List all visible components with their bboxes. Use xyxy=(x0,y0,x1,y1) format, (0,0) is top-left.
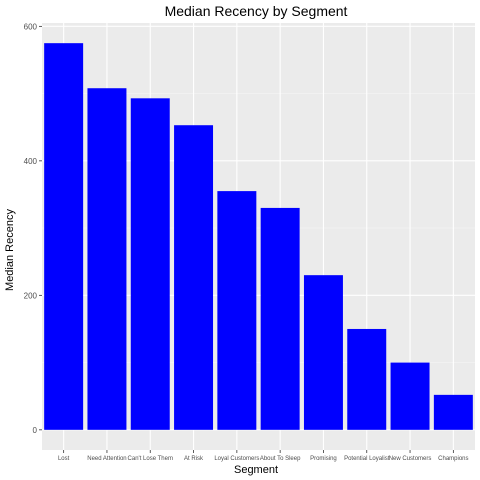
bars xyxy=(44,43,473,430)
y-axis-title: Median Recency xyxy=(4,209,16,291)
y-tick-label: 600 xyxy=(24,22,38,31)
y-tick-label: 200 xyxy=(24,291,38,300)
y-tick-label: 400 xyxy=(24,157,38,166)
bar xyxy=(433,394,473,430)
x-tick-label: Lost xyxy=(58,456,70,462)
x-tick-label: Loyal Customers xyxy=(214,456,259,462)
bar xyxy=(217,191,257,430)
bar xyxy=(174,125,214,430)
bar xyxy=(390,362,430,430)
x-axis: Lost Need Attention Can't Lose Them At Risk… xyxy=(58,450,469,462)
bar xyxy=(87,88,127,430)
y-axis: 0 200 400 600 xyxy=(24,22,42,435)
bar xyxy=(347,328,387,430)
x-tick-label: Promising xyxy=(310,456,337,462)
x-axis-title: Segment xyxy=(234,464,278,476)
x-tick-label: New Customers xyxy=(389,456,432,462)
bar xyxy=(260,207,300,430)
x-tick-label: About To Sleep xyxy=(260,456,301,462)
y-tick-label: 0 xyxy=(33,426,38,435)
bar xyxy=(44,43,84,430)
x-tick-label: Need Attention xyxy=(87,456,126,462)
bar xyxy=(303,275,343,430)
x-tick-label: Champions xyxy=(438,456,468,462)
bar xyxy=(130,98,170,430)
x-tick-label: Potential Loyalist xyxy=(344,456,390,462)
x-tick-label: Can't Lose Them xyxy=(128,456,173,462)
chart-title: Median Recency by Segment xyxy=(165,3,348,19)
x-tick-label: At Risk xyxy=(184,456,204,462)
